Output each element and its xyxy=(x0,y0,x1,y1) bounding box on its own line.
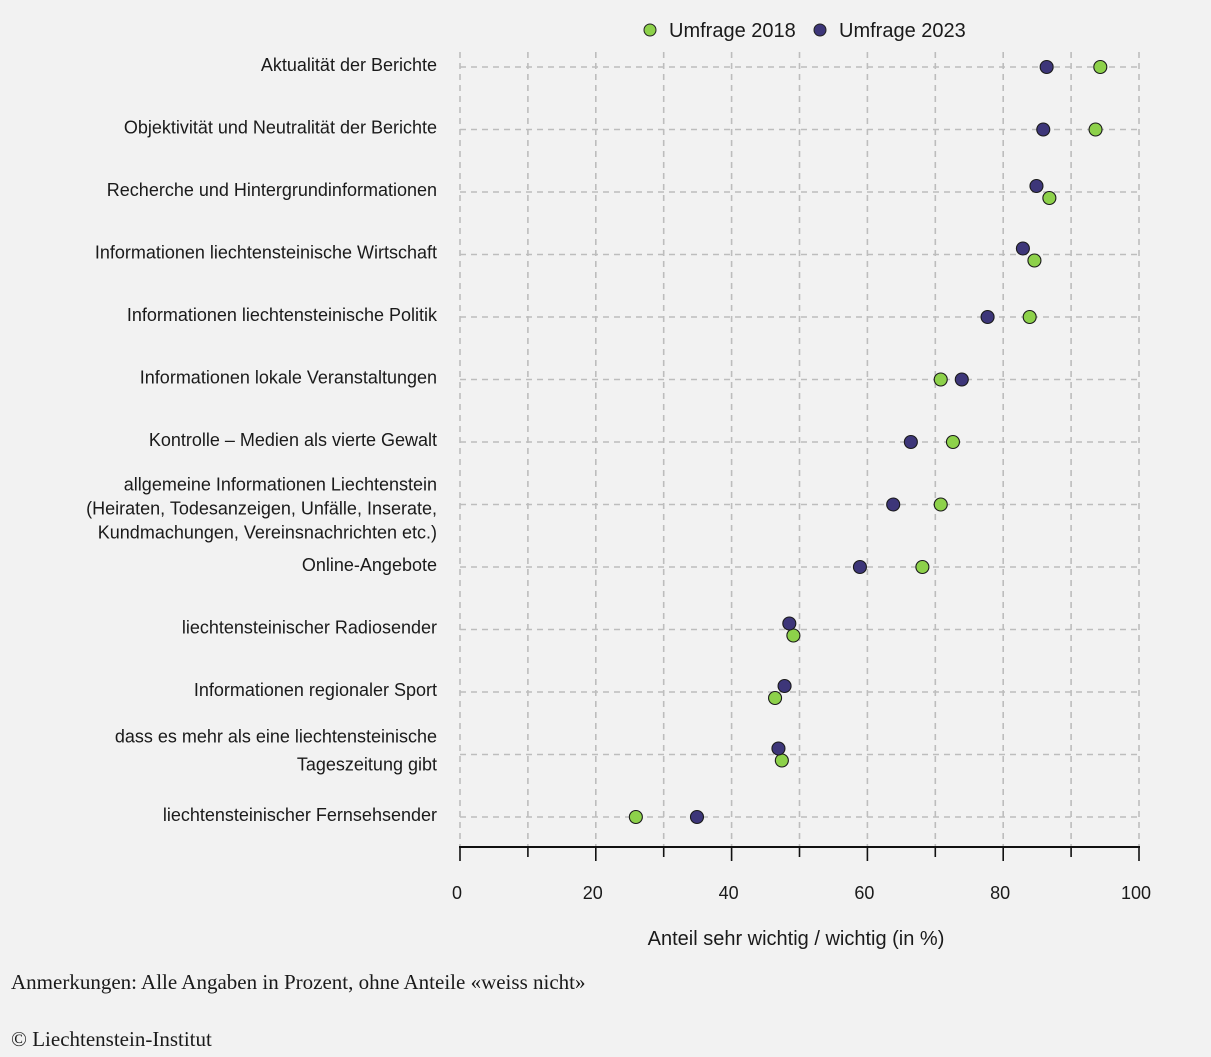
category-label: Kundmachungen, Vereinsnachrichten etc.) xyxy=(98,523,437,543)
dot-plot-chart: Aktualität der Berichte Objektivität und … xyxy=(86,20,1151,950)
category-label: Informationen lokale Veranstaltungen xyxy=(140,368,437,388)
category-label: liechtensteinischer Radiosender xyxy=(182,618,437,638)
category-label: Recherche und Hintergrundinformationen xyxy=(107,180,437,200)
x-tick-label: 20 xyxy=(583,883,603,903)
data-point-2018 xyxy=(628,809,643,825)
x-tick-label: 80 xyxy=(990,883,1010,903)
category-label: dass es mehr als eine liechtensteinische xyxy=(115,727,437,747)
data-point-2023 xyxy=(954,372,969,387)
data-point-2018 xyxy=(1088,122,1103,137)
data-point-2023 xyxy=(1039,59,1054,75)
data-point-2018 xyxy=(933,372,948,387)
data-point-2018 xyxy=(1027,253,1042,268)
category-label: Tageszeitung gibt xyxy=(297,755,437,775)
legend-label: Umfrage 2018 xyxy=(669,20,796,42)
category-label: Informationen liechtensteinische Wirtsch… xyxy=(95,243,437,263)
data-point-2018 xyxy=(1093,59,1108,75)
category-label: Informationen liechtensteinische Politik xyxy=(127,305,438,325)
category-label: Aktualität der Berichte xyxy=(261,55,437,75)
footnote: Anmerkungen: Alle Angaben in Prozent, oh… xyxy=(11,970,586,994)
data-point-2023 xyxy=(777,678,792,694)
data-point-2023 xyxy=(1029,178,1044,194)
legend-label: Umfrage 2023 xyxy=(839,20,966,42)
x-tick-label: 100 xyxy=(1121,883,1151,903)
data-point-2023 xyxy=(903,434,918,450)
data-point-2023 xyxy=(886,497,901,512)
x-tick-label: 60 xyxy=(854,883,874,903)
category-label: Kontrolle – Medien als vierte Gewalt xyxy=(149,430,437,450)
data-point-2018 xyxy=(774,753,789,768)
category-label: allgemeine Informationen Liechtenstein xyxy=(124,475,437,495)
category-label: (Heiraten, Todesanzeigen, Unfälle, Inser… xyxy=(86,499,437,519)
data-point-2018 xyxy=(1022,309,1037,325)
x-axis-title: Anteil sehr wichtig / wichtig (in %) xyxy=(648,928,945,950)
data-point-2023 xyxy=(689,809,705,825)
x-tick-label: 40 xyxy=(719,883,739,903)
data-point-2018 xyxy=(768,690,783,706)
data-point-2018 xyxy=(786,628,801,643)
data-point-2018 xyxy=(945,434,961,450)
category-label: liechtensteinischer Fernsehsender xyxy=(163,805,437,825)
data-points xyxy=(628,59,1108,825)
legend-marker xyxy=(643,23,657,37)
data-point-2023 xyxy=(782,616,797,631)
data-point-2023 xyxy=(1036,122,1051,137)
grid xyxy=(459,52,1140,847)
data-point-2023 xyxy=(1015,241,1030,256)
legend: Umfrage 2018 Umfrage 2023 xyxy=(643,20,966,42)
data-point-2018 xyxy=(915,559,930,575)
data-point-2018 xyxy=(933,497,948,512)
copyright: © Liechtenstein-Institut xyxy=(11,1027,212,1051)
data-point-2023 xyxy=(852,559,867,575)
category-labels: Aktualität der Berichte Objektivität und … xyxy=(86,55,438,825)
x-tick-label: 0 xyxy=(452,883,462,903)
category-label: Objektivität und Neutralität der Bericht… xyxy=(124,118,437,138)
category-label: Online-Angebote xyxy=(302,555,437,575)
data-point-2023 xyxy=(771,741,786,756)
category-label: Informationen regionaler Sport xyxy=(194,680,437,700)
data-point-2018 xyxy=(1042,190,1057,206)
legend-marker xyxy=(813,23,827,37)
data-point-2023 xyxy=(980,309,995,325)
x-axis: 0 20 40 60 80 100 xyxy=(452,846,1151,903)
